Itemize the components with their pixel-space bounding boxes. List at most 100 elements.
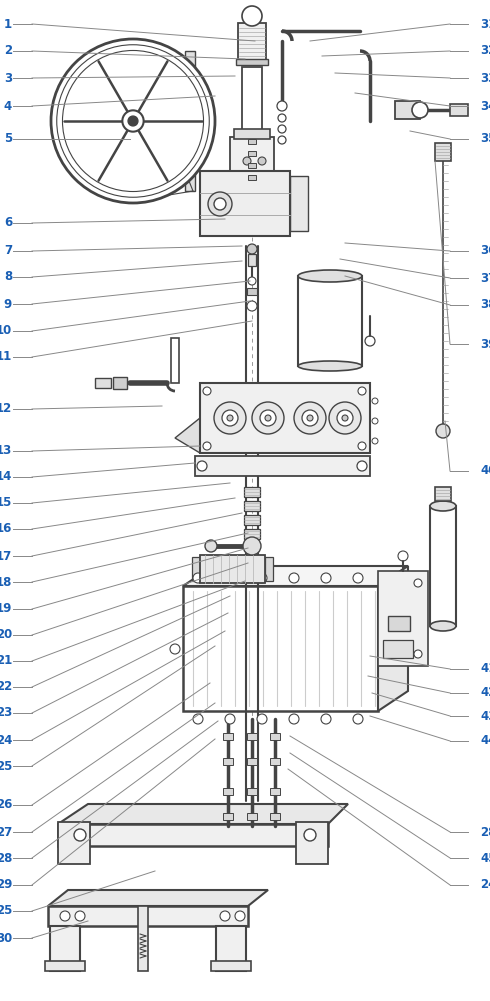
Text: 11: 11 — [0, 350, 12, 363]
Circle shape — [398, 551, 408, 561]
Text: 24: 24 — [0, 734, 12, 747]
Text: 5: 5 — [4, 132, 12, 145]
Text: 43: 43 — [480, 710, 490, 723]
Text: 21: 21 — [0, 655, 12, 668]
Text: 45: 45 — [480, 852, 490, 865]
Text: 1: 1 — [4, 17, 12, 30]
Circle shape — [357, 461, 367, 471]
Bar — [230, 137, 274, 181]
Bar — [223, 788, 233, 795]
Text: 12: 12 — [0, 402, 12, 415]
Ellipse shape — [298, 270, 362, 282]
Circle shape — [197, 461, 207, 471]
Circle shape — [243, 537, 261, 555]
Bar — [238, 23, 266, 61]
Bar — [247, 788, 257, 795]
Circle shape — [342, 415, 348, 421]
Text: 35: 35 — [480, 132, 490, 145]
Bar — [248, 175, 256, 180]
Circle shape — [436, 424, 450, 438]
Text: 29: 29 — [0, 879, 12, 892]
Text: 3: 3 — [4, 71, 12, 84]
Text: 31: 31 — [480, 17, 490, 30]
Circle shape — [225, 573, 235, 583]
Ellipse shape — [298, 361, 362, 371]
Bar — [58, 824, 328, 846]
Circle shape — [358, 442, 366, 450]
Bar — [113, 377, 127, 389]
Bar — [216, 926, 246, 971]
Text: 16: 16 — [0, 523, 12, 536]
Circle shape — [353, 573, 363, 583]
Bar — [200, 555, 265, 583]
Bar — [378, 571, 428, 666]
Circle shape — [193, 573, 203, 583]
Bar — [265, 557, 273, 581]
Circle shape — [321, 714, 331, 724]
Text: 14: 14 — [0, 470, 12, 483]
Circle shape — [205, 540, 217, 552]
Bar — [195, 456, 370, 476]
Text: 22: 22 — [0, 681, 12, 694]
Bar — [248, 151, 256, 156]
Text: 4: 4 — [4, 99, 12, 112]
Text: 40: 40 — [480, 464, 490, 477]
Circle shape — [257, 714, 267, 724]
Circle shape — [372, 418, 378, 424]
Text: 9: 9 — [4, 297, 12, 310]
Circle shape — [257, 573, 267, 583]
Text: 7: 7 — [4, 244, 12, 257]
Polygon shape — [175, 418, 200, 453]
Circle shape — [214, 402, 246, 434]
Circle shape — [278, 114, 286, 122]
Bar — [298, 276, 362, 366]
Bar — [435, 143, 451, 161]
Bar — [248, 254, 256, 266]
Polygon shape — [185, 51, 195, 191]
Bar — [236, 59, 268, 65]
Circle shape — [225, 714, 235, 724]
Bar — [171, 338, 179, 383]
Circle shape — [193, 714, 203, 724]
Circle shape — [51, 39, 215, 203]
Circle shape — [414, 579, 422, 587]
Bar — [95, 378, 111, 388]
Text: 13: 13 — [0, 444, 12, 457]
Text: 26: 26 — [0, 799, 12, 812]
Ellipse shape — [430, 621, 456, 631]
Bar — [234, 129, 270, 139]
Circle shape — [358, 387, 366, 395]
Bar — [247, 288, 257, 295]
Bar — [244, 500, 260, 511]
Circle shape — [242, 6, 262, 26]
Polygon shape — [378, 566, 408, 711]
Text: 28: 28 — [0, 852, 12, 865]
Bar — [270, 788, 280, 795]
Bar — [247, 813, 257, 820]
Text: 10: 10 — [0, 324, 12, 337]
Circle shape — [74, 829, 86, 841]
Circle shape — [235, 911, 245, 921]
Text: 30: 30 — [0, 932, 12, 945]
Circle shape — [227, 415, 233, 421]
Circle shape — [60, 911, 70, 921]
Text: 38: 38 — [480, 298, 490, 311]
Polygon shape — [58, 804, 348, 824]
Circle shape — [307, 415, 313, 421]
Circle shape — [203, 442, 211, 450]
Circle shape — [289, 573, 299, 583]
Circle shape — [222, 410, 238, 426]
Text: 17: 17 — [0, 550, 12, 563]
Bar — [290, 176, 308, 231]
Circle shape — [329, 402, 361, 434]
Circle shape — [128, 116, 138, 126]
Bar — [192, 557, 200, 581]
Text: 23: 23 — [0, 707, 12, 720]
Bar — [48, 906, 248, 926]
Circle shape — [258, 157, 266, 165]
Bar — [247, 733, 257, 740]
Bar — [138, 906, 148, 971]
Bar — [223, 733, 233, 740]
Text: 20: 20 — [0, 629, 12, 642]
Bar — [248, 139, 256, 144]
